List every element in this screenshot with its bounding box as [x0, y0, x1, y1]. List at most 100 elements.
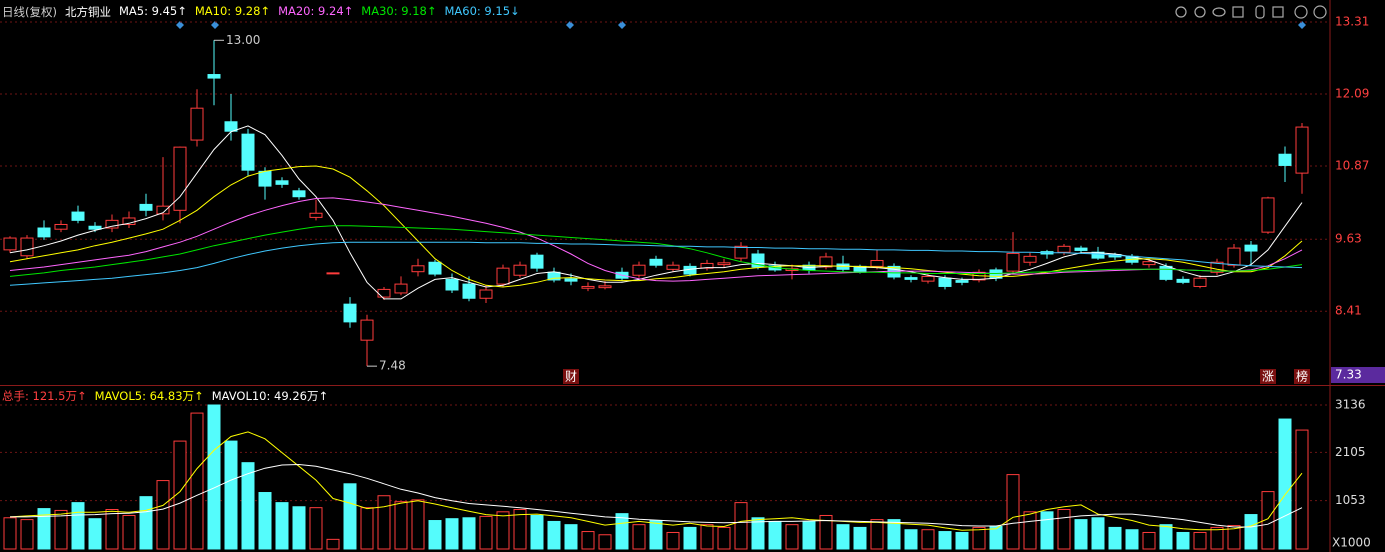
volume-bar	[3, 517, 17, 550]
volume-bar	[921, 529, 935, 550]
volume-bar	[870, 519, 884, 550]
toolbar	[1175, 5, 1327, 19]
candle-body	[581, 285, 595, 289]
candle-body	[207, 74, 221, 79]
unit-label: X1000	[1332, 536, 1371, 550]
volume-bar	[309, 507, 323, 550]
zoom-in-icon[interactable]	[1294, 5, 1308, 19]
candle-body	[88, 225, 102, 230]
y-tick-label: 9.63	[1335, 232, 1362, 246]
volume-bar	[275, 502, 289, 550]
volume-bar	[224, 440, 238, 550]
box-icon[interactable]	[1272, 6, 1284, 18]
volume-bar	[853, 526, 867, 550]
candle-body	[71, 211, 85, 221]
ma-line	[9, 225, 1303, 277]
extreme-label: 13.00	[226, 33, 260, 47]
ma-line	[9, 197, 1303, 282]
marker	[211, 21, 219, 29]
candle-body	[1227, 247, 1241, 266]
volume-bar	[632, 524, 646, 550]
settings-icon[interactable]	[1175, 6, 1187, 18]
legend-entry: MA5: 9.45↑	[118, 4, 187, 18]
volume-bar	[173, 440, 187, 550]
bag-icon[interactable]	[1232, 6, 1244, 18]
hand-icon[interactable]	[1255, 5, 1265, 19]
marker	[1298, 21, 1306, 29]
legend-entry: MAVOL10: 49.26万↑	[211, 389, 329, 403]
volume-bar	[819, 514, 833, 550]
candle-body	[717, 262, 731, 266]
ma-line	[10, 463, 1303, 528]
volume-bar	[462, 517, 476, 550]
volume-bar	[1227, 525, 1241, 550]
marker	[176, 21, 184, 29]
candle-body	[377, 288, 391, 298]
volume-bar	[785, 524, 799, 550]
candle-body	[1057, 245, 1071, 253]
volume-bar	[156, 480, 170, 550]
volume-bar	[666, 531, 680, 550]
candle-body	[292, 190, 306, 198]
candle-body	[3, 237, 17, 251]
volume-bar	[1091, 517, 1105, 550]
legend-entry: MA10: 9.28↑	[194, 4, 271, 18]
zoom-out-icon[interactable]	[1313, 5, 1327, 19]
candle-body	[462, 283, 476, 299]
candle-body	[428, 261, 442, 275]
volume-legend: 总手: 121.5万↑ MAVOL5: 64.83万↑ MAVOL10: 49.2…	[2, 388, 328, 404]
candle-body	[632, 264, 646, 276]
volume-bar	[1023, 511, 1037, 550]
view-icon[interactable]	[1212, 7, 1226, 17]
volume-bar	[598, 534, 612, 550]
candle-body	[343, 303, 357, 323]
candle-body	[360, 319, 374, 341]
volume-bar	[564, 524, 578, 550]
share-icon[interactable]	[1194, 6, 1206, 18]
volume-bar	[428, 520, 442, 550]
event-badge	[1260, 369, 1276, 384]
candle-body	[1091, 251, 1105, 259]
candle-body	[411, 265, 425, 273]
candle-body	[870, 259, 884, 267]
volume-bar	[1244, 514, 1258, 550]
candle-body	[700, 262, 714, 269]
candle-body	[513, 264, 527, 276]
legend-entry: MAVOL5: 64.83万↑	[94, 389, 204, 403]
candle-body	[445, 278, 459, 291]
candle-body	[20, 237, 34, 257]
volume-bar	[20, 519, 34, 550]
volume-bar	[683, 526, 697, 550]
candle-body	[904, 277, 918, 280]
event-label: 涨	[1262, 369, 1274, 384]
volume-bar	[1108, 526, 1122, 550]
tick-badge	[1331, 367, 1385, 383]
volume-bar	[292, 506, 306, 550]
volume-bar	[343, 483, 357, 550]
volume-bar	[649, 520, 663, 550]
legend-entry: MA60: 9.15↓	[444, 4, 520, 18]
ma-line	[9, 431, 1303, 531]
candle-body	[275, 180, 289, 185]
volume-bar	[445, 518, 459, 550]
candle-body	[734, 245, 748, 259]
y-tick-label: 3136	[1335, 398, 1366, 412]
event-badge	[563, 369, 579, 384]
y-tick-label: 2105	[1335, 445, 1366, 459]
volume-bar	[411, 499, 425, 550]
candle-body	[241, 133, 255, 171]
volume-bar	[513, 509, 527, 550]
candle-body	[649, 258, 663, 266]
volume-bar	[241, 462, 255, 550]
candle-body	[496, 267, 510, 285]
price-legend: 日线(复权) 北方铜业 MA5: 9.45↑ MA10: 9.28↑ MA20: 9…	[2, 4, 520, 20]
volume-bar	[938, 531, 952, 550]
volume-bar	[326, 538, 340, 550]
volume-bar	[1210, 526, 1224, 550]
candle-body	[105, 219, 119, 229]
y-tick-label: 7.33	[1335, 368, 1362, 382]
volume-bar	[581, 531, 595, 550]
marker	[566, 21, 574, 29]
candle-body	[1261, 197, 1275, 233]
candle-body	[666, 264, 680, 270]
